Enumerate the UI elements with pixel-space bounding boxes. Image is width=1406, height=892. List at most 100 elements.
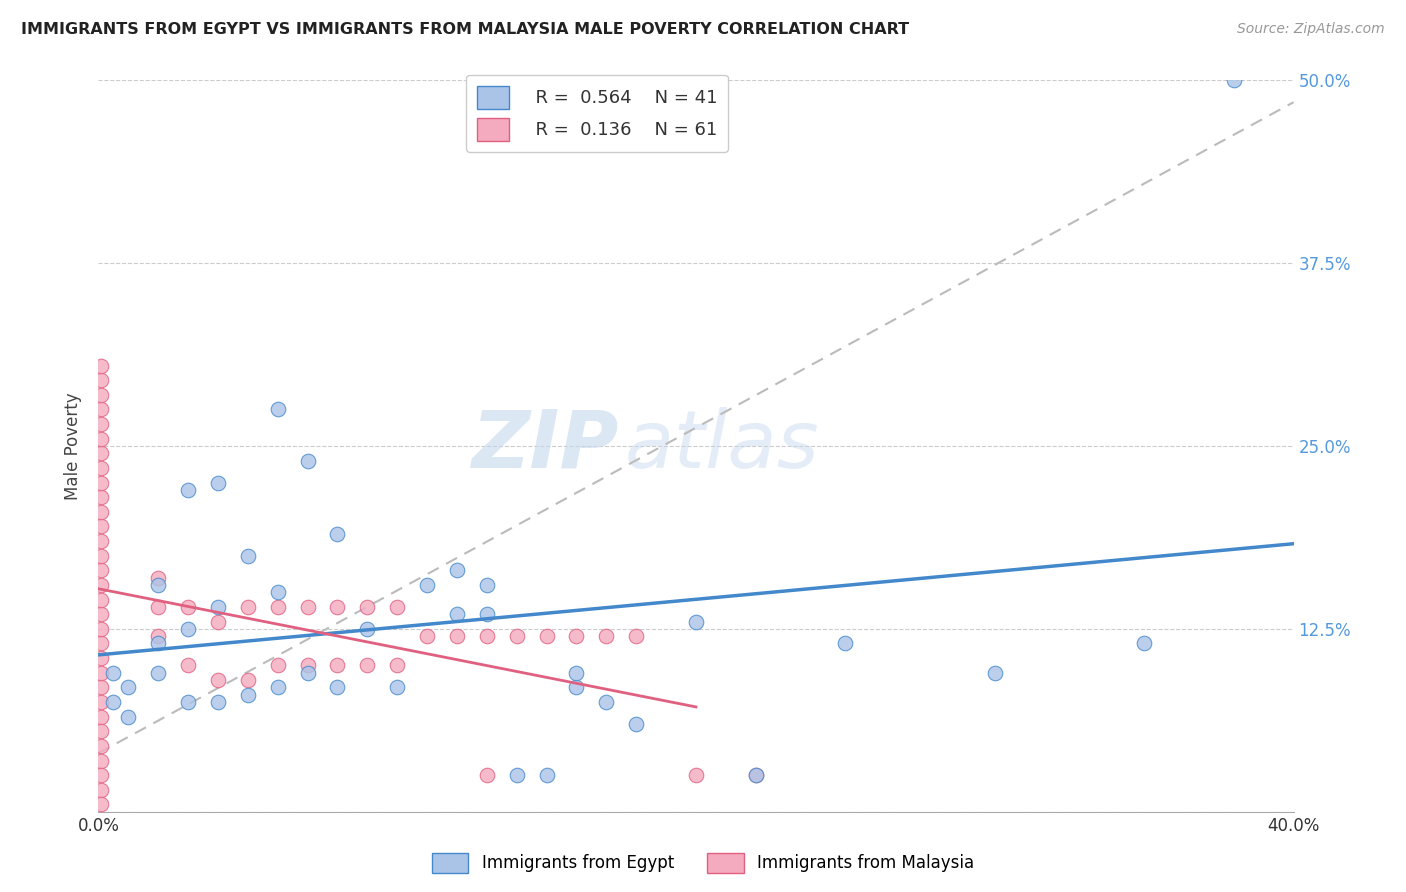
Point [685, 768, 707, 782]
Point [90, 695, 112, 709]
Point [385, 599, 409, 614]
Point [90, 739, 112, 753]
Point [90, 651, 112, 665]
Point [536, 629, 558, 643]
Point [475, 768, 498, 782]
Point [117, 681, 139, 695]
Point [236, 673, 259, 687]
Point [416, 629, 439, 643]
Point [148, 571, 170, 585]
Point [103, 695, 125, 709]
Point [90, 402, 112, 417]
Point [90, 373, 112, 387]
Point [685, 615, 707, 629]
Point [506, 768, 529, 782]
Point [356, 658, 378, 673]
Point [326, 526, 349, 541]
Point [416, 578, 439, 592]
Point [148, 665, 170, 680]
Point [207, 599, 229, 614]
Point [565, 629, 588, 643]
Point [90, 519, 112, 533]
Text: atlas: atlas [624, 407, 820, 485]
Point [90, 665, 112, 680]
Point [90, 388, 112, 402]
Point [626, 629, 648, 643]
Point [207, 673, 229, 687]
Legend: Immigrants from Egypt, Immigrants from Malaysia: Immigrants from Egypt, Immigrants from M… [425, 847, 981, 880]
Point [267, 658, 290, 673]
Point [326, 681, 349, 695]
Point [207, 615, 229, 629]
Point [267, 681, 290, 695]
Point [984, 665, 1007, 680]
Point [90, 563, 112, 577]
Point [90, 446, 112, 460]
Point [595, 695, 617, 709]
Point [267, 402, 290, 417]
Point [1223, 73, 1246, 87]
Point [148, 578, 170, 592]
Point [90, 636, 112, 650]
Y-axis label: Male Poverty: Male Poverty [65, 392, 83, 500]
Point [326, 599, 349, 614]
Point [90, 754, 112, 768]
Point [90, 359, 112, 373]
Point [356, 599, 378, 614]
Point [356, 622, 378, 636]
Point [177, 599, 200, 614]
Point [385, 681, 409, 695]
Point [236, 599, 259, 614]
Point [103, 665, 125, 680]
Point [90, 432, 112, 446]
Point [297, 599, 319, 614]
Point [90, 607, 112, 622]
Point [90, 768, 112, 782]
Point [207, 475, 229, 490]
Point [834, 636, 856, 650]
Point [90, 461, 112, 475]
Point [446, 629, 468, 643]
Point [148, 629, 170, 643]
Point [90, 417, 112, 431]
Point [595, 629, 617, 643]
Point [536, 768, 558, 782]
Point [90, 782, 112, 797]
Point [90, 681, 112, 695]
Point [90, 475, 112, 490]
Point [745, 768, 768, 782]
Point [90, 709, 112, 723]
Point [90, 578, 112, 592]
Point [90, 592, 112, 607]
Point [90, 490, 112, 504]
Point [177, 658, 200, 673]
Point [90, 622, 112, 636]
Point [475, 607, 498, 622]
Legend:   R =  0.564    N = 41,   R =  0.136    N = 61: R = 0.564 N = 41, R = 0.136 N = 61 [465, 75, 728, 152]
Text: Source: ZipAtlas.com: Source: ZipAtlas.com [1237, 22, 1385, 37]
Point [446, 607, 468, 622]
Point [506, 629, 529, 643]
Point [626, 717, 648, 731]
Point [326, 658, 349, 673]
Point [745, 768, 768, 782]
Point [267, 599, 290, 614]
Point [148, 636, 170, 650]
Point [148, 599, 170, 614]
Point [117, 709, 139, 723]
Point [475, 629, 498, 643]
Point [90, 724, 112, 739]
Point [207, 695, 229, 709]
Point [385, 658, 409, 673]
Text: ZIP: ZIP [471, 407, 619, 485]
Point [177, 622, 200, 636]
Point [446, 563, 468, 577]
Point [297, 665, 319, 680]
Point [236, 549, 259, 563]
Point [565, 681, 588, 695]
Point [1133, 636, 1156, 650]
Point [475, 578, 498, 592]
Text: IMMIGRANTS FROM EGYPT VS IMMIGRANTS FROM MALAYSIA MALE POVERTY CORRELATION CHART: IMMIGRANTS FROM EGYPT VS IMMIGRANTS FROM… [21, 22, 910, 37]
Point [267, 585, 290, 599]
Point [297, 453, 319, 467]
